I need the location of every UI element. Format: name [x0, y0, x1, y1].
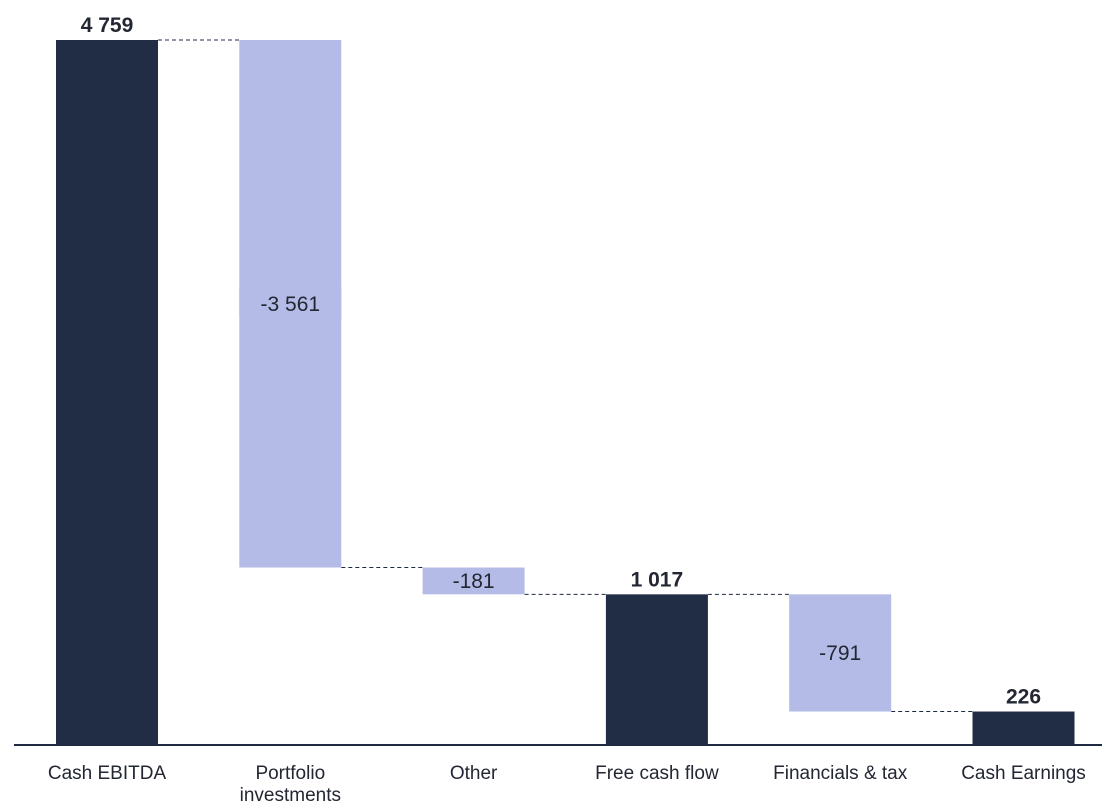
bar-total [605, 594, 708, 745]
x-tick-label: Cash Earnings [961, 763, 1086, 784]
x-tick-label: Other [450, 763, 498, 784]
x-tick-label: Portfolio investments [240, 763, 341, 806]
x-tick-label: Cash EBITDA [48, 763, 167, 784]
data-label: -181 [453, 570, 495, 593]
data-label: 1 017 [631, 568, 684, 591]
data-label: -791 [819, 642, 861, 665]
data-label: -3 561 [261, 293, 321, 316]
label-backing [239, 287, 342, 318]
data-label: 4 759 [81, 14, 134, 37]
bar-total [972, 711, 1075, 745]
data-label: 226 [1006, 686, 1041, 709]
bar-delta [789, 594, 892, 712]
bar-delta [422, 567, 525, 595]
bar-total [56, 40, 158, 745]
x-tick-label: Free cash flow [595, 763, 719, 784]
x-tick-label: Financials & tax [773, 763, 908, 784]
